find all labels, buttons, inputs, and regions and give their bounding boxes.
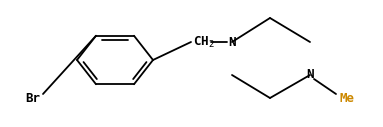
Text: N: N (228, 36, 236, 49)
Text: CH$_2$: CH$_2$ (193, 34, 215, 50)
Text: Me: Me (340, 91, 355, 105)
Text: N: N (306, 68, 314, 82)
Text: Br: Br (25, 91, 40, 105)
